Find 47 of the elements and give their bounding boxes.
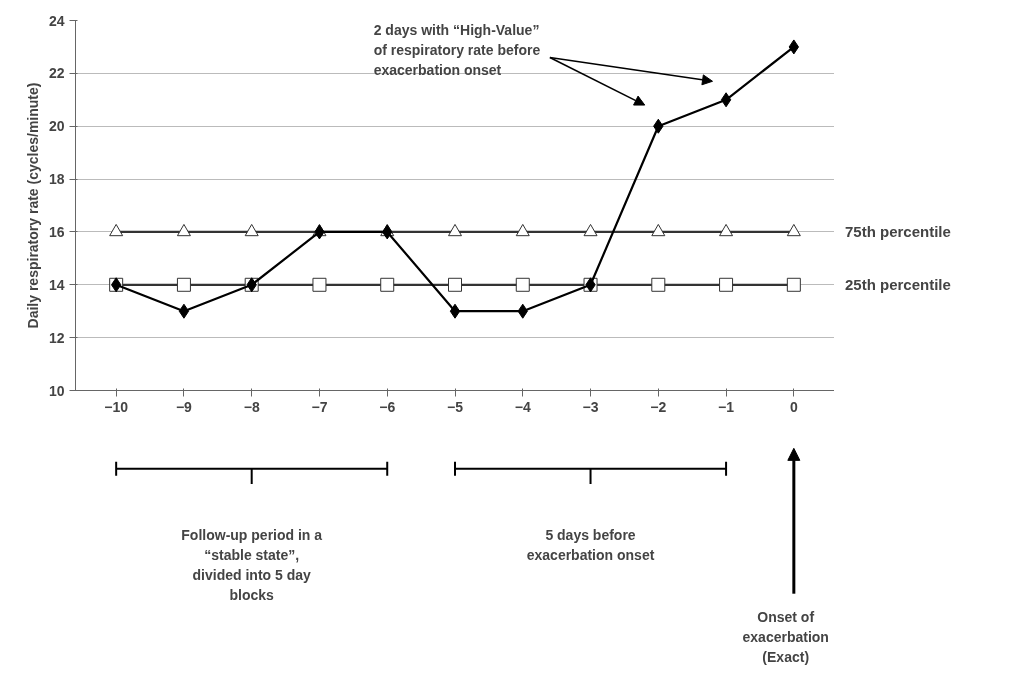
x-tick-label: −4 — [514, 398, 531, 415]
point — [515, 223, 530, 237]
point — [109, 223, 124, 237]
x-tick-label: −1 — [718, 398, 735, 415]
y-tick-label: 14 — [48, 276, 65, 293]
x-tick-label: −3 — [582, 398, 599, 415]
point — [448, 277, 462, 292]
y-tick-label: 20 — [48, 118, 65, 135]
text: 5 days before exacerbation onset — [526, 527, 655, 564]
x-tick-label: −2 — [650, 398, 667, 415]
text: Follow-up period in a “stable state”, divided into 5 day blocks — [181, 527, 323, 604]
point — [651, 277, 666, 292]
point — [786, 223, 801, 237]
y-tick-label: 18 — [48, 171, 65, 188]
point — [178, 303, 190, 319]
point — [515, 277, 530, 292]
x-tick-label: −10 — [104, 398, 129, 415]
x-tick-label: −9 — [175, 398, 193, 415]
x-tick-label: −7 — [311, 398, 328, 415]
point — [176, 277, 191, 292]
point — [244, 223, 259, 237]
point — [788, 39, 800, 55]
point — [176, 223, 191, 237]
point — [786, 277, 801, 292]
text: 25th percentile — [845, 276, 951, 294]
point — [719, 223, 734, 237]
point — [651, 223, 666, 237]
text: 75th percentile — [845, 223, 951, 241]
y-tick-label: 22 — [48, 65, 65, 82]
x-tick-label: −6 — [379, 398, 396, 415]
y-tick-label: 10 — [48, 382, 65, 399]
x-tick-label: 0 — [789, 398, 798, 415]
text: Onset of exacerbation (Exact) — [742, 609, 829, 665]
x-tick-label: −5 — [447, 398, 464, 415]
y-axis-title: Daily respiratory rate (cycles/minute) — [24, 82, 41, 329]
point — [380, 277, 395, 292]
y-tick-label: 24 — [48, 12, 65, 29]
point — [720, 92, 732, 108]
y-tick-label: 12 — [48, 329, 65, 346]
point — [583, 223, 598, 237]
point — [449, 303, 461, 319]
point — [312, 277, 327, 292]
point — [719, 277, 734, 292]
annotation: 2 days with “High-Value” of respiratory rate before exacerbation onset — [373, 21, 541, 78]
y-tick-label: 16 — [48, 223, 65, 240]
x-tick-label: −8 — [243, 398, 260, 415]
point — [448, 223, 462, 237]
